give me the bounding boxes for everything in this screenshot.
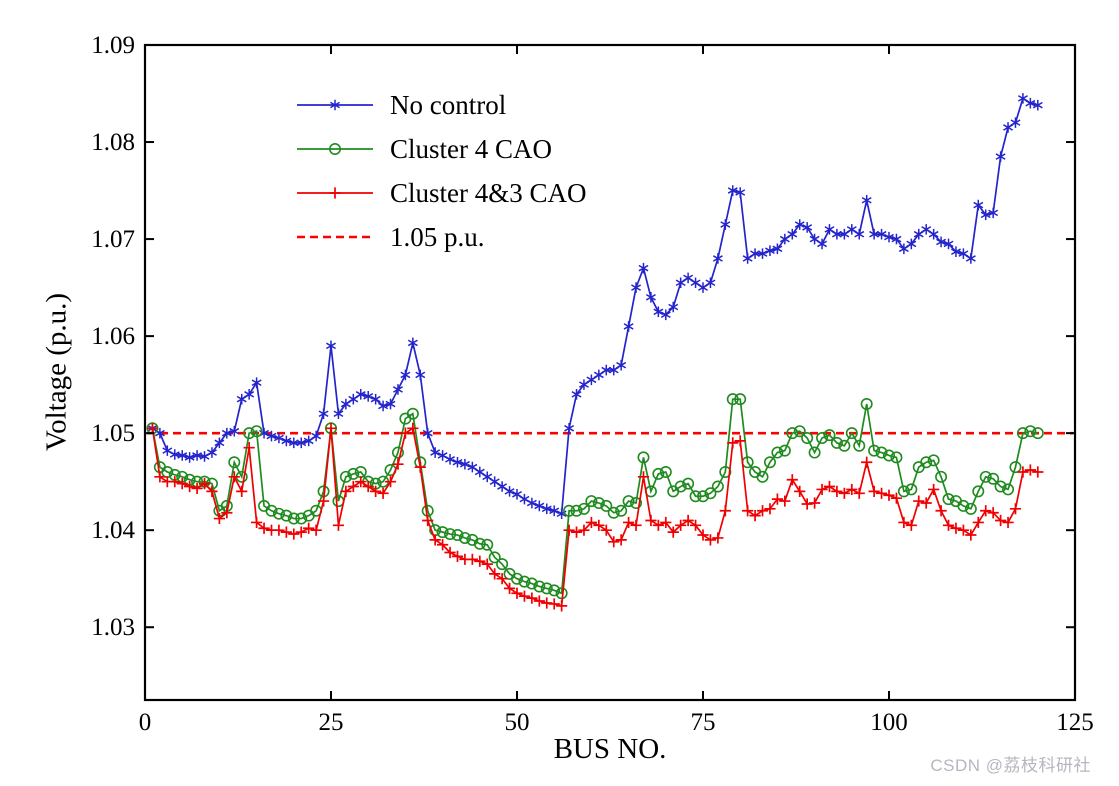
svg-text:0: 0 — [139, 709, 152, 736]
svg-text:125: 125 — [1056, 709, 1094, 736]
legend-item-cluster4and3: Cluster 4&3 CAO — [295, 171, 587, 215]
x-axis-title: BUS NO. — [553, 733, 667, 765]
watermark: CSDN @荔枝科研社 — [930, 756, 1091, 775]
legend-label-no-control: No control — [390, 89, 507, 120]
legend-label-cluster4: Cluster 4 CAO — [390, 133, 552, 164]
legend: No control Cluster 4 CAO Cluster 4&3 CAO… — [295, 83, 587, 259]
legend-item-no-control: No control — [295, 83, 587, 127]
legend-sample-cluster4-line-icon — [297, 143, 373, 155]
legend-sample-threshold-dashed-line-icon — [297, 235, 373, 239]
y-axis-title: Voltage (p.u.) — [40, 292, 73, 452]
legend-sample-cluster4and3-line-icon — [297, 187, 373, 199]
svg-text:1.08: 1.08 — [91, 129, 135, 156]
legend-item-threshold: 1.05 p.u. — [295, 215, 587, 259]
svg-text:1.05: 1.05 — [91, 420, 135, 447]
svg-text:1.06: 1.06 — [91, 323, 135, 350]
legend-label-cluster4and3: Cluster 4&3 CAO — [390, 177, 587, 208]
svg-text:50: 50 — [505, 709, 530, 736]
svg-text:100: 100 — [870, 709, 908, 736]
legend-label-threshold: 1.05 p.u. — [390, 221, 485, 252]
legend-sample-no-control-line-icon — [297, 99, 373, 111]
svg-text:1.07: 1.07 — [91, 226, 135, 253]
svg-text:1.04: 1.04 — [91, 517, 135, 544]
svg-text:1.03: 1.03 — [91, 614, 135, 641]
svg-text:25: 25 — [319, 709, 344, 736]
svg-text:1.09: 1.09 — [91, 32, 135, 59]
legend-item-cluster4: Cluster 4 CAO — [295, 127, 587, 171]
svg-text:75: 75 — [691, 709, 716, 736]
